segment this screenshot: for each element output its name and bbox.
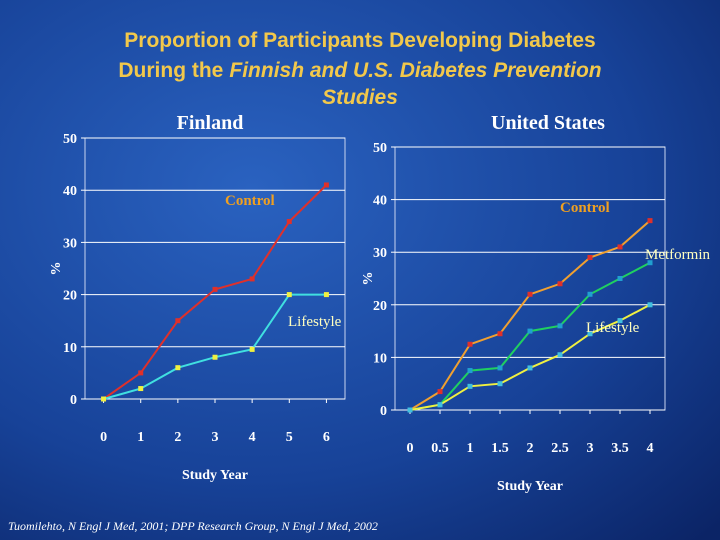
y-tick-label: 50 [63, 132, 77, 147]
data-point [323, 182, 329, 188]
y-tick-label: 0 [380, 404, 387, 419]
data-point [212, 354, 218, 360]
data-point [467, 368, 473, 374]
source: Tuomilehto, N Engl J Med, 2001; DPP Rese… [8, 519, 378, 533]
data-point [647, 302, 653, 308]
data-point [527, 328, 533, 334]
x-tick-label: 1 [467, 441, 474, 456]
data-point [587, 331, 593, 337]
slide-title-line: Studies [322, 86, 398, 109]
data-point [249, 276, 255, 282]
x-tick-label: 1.5 [491, 441, 509, 456]
data-point [587, 254, 593, 260]
data-point [557, 281, 563, 287]
data-point [437, 402, 443, 408]
data-point [617, 276, 623, 281]
y-tick-label: 40 [63, 184, 77, 199]
series-label: Lifestyle [288, 314, 342, 330]
data-point [497, 365, 503, 371]
data-point [286, 219, 292, 225]
x-tick-label: 3 [587, 441, 594, 456]
slide-title-line: Proportion of Participants Developing Di… [124, 29, 595, 52]
data-point [407, 407, 413, 413]
x-tick-label: 0.5 [431, 441, 449, 456]
data-point [617, 244, 623, 250]
data-point [249, 346, 255, 352]
y-tick-label: 40 [373, 194, 387, 209]
x-tick-label: 3 [212, 430, 219, 445]
x-tick-label: 2.5 [551, 441, 569, 456]
series-label: Lifestyle [586, 320, 640, 336]
y-tick-label: 50 [373, 141, 387, 156]
y-tick-label: 30 [63, 236, 77, 251]
data-point [557, 352, 563, 358]
x-axis-label: Study Year [182, 468, 248, 483]
y-tick-label: 10 [373, 351, 387, 366]
data-point [497, 381, 503, 387]
data-point [212, 286, 218, 292]
chart: United States 0 10 20 30 40 50 0 0.5 1 1.5 2 2.5 3 3.5… [361, 112, 710, 494]
series-label: Control [225, 193, 275, 209]
y-tick-label: 20 [63, 289, 77, 304]
series-label: Metformin [645, 247, 710, 263]
data-point [557, 323, 563, 329]
chart-title: United States [491, 112, 605, 134]
series-label: Control [560, 200, 610, 216]
data-point [527, 365, 533, 371]
slide-title-part: Finnish and U.S. Diabetes Prevention [229, 59, 601, 82]
x-tick-label: 1 [137, 430, 144, 445]
data-point [497, 331, 503, 337]
x-tick-label: 4 [249, 430, 256, 445]
slide-title-part: During the [118, 59, 223, 82]
data-point [527, 291, 533, 297]
x-tick-label: 5 [286, 430, 293, 445]
data-point [175, 318, 181, 324]
x-tick-label: 2 [527, 441, 534, 456]
data-point [138, 370, 144, 376]
data-point [647, 260, 653, 266]
chart: Finland 0 10 20 30 40 50 0 1 2 3 4 5 6 Study Year% Cont… [49, 112, 346, 483]
data-point [286, 292, 292, 298]
x-tick-label: 2 [174, 430, 181, 445]
data-point [437, 389, 443, 395]
data-point [138, 386, 144, 392]
data-point [467, 341, 473, 347]
y-axis-label: % [49, 262, 64, 276]
y-axis-label: % [361, 272, 376, 286]
chart-title: Finland [177, 112, 244, 134]
x-tick-label: 0 [407, 441, 414, 456]
slide-title-line: During the Finnish and U.S. Diabetes Prev… [118, 59, 601, 82]
data-point [617, 318, 623, 324]
data-point [323, 292, 329, 298]
x-tick-label: 6 [323, 430, 330, 445]
data-point [647, 218, 653, 224]
x-axis-label: Study Year [497, 479, 563, 494]
x-tick-label: 4 [647, 441, 654, 456]
y-tick-label: 20 [373, 299, 387, 314]
data-point [101, 396, 107, 402]
y-tick-label: 30 [373, 246, 387, 261]
x-tick-label: 0 [100, 430, 107, 445]
data-point [467, 383, 473, 389]
data-point [587, 291, 593, 297]
data-point [175, 365, 181, 371]
x-tick-label: 3.5 [611, 441, 629, 456]
y-tick-label: 0 [70, 393, 77, 408]
y-tick-label: 10 [63, 341, 77, 356]
